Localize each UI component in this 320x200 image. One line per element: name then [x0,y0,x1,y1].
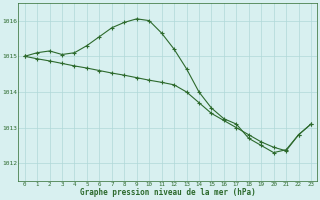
X-axis label: Graphe pression niveau de la mer (hPa): Graphe pression niveau de la mer (hPa) [80,188,256,197]
